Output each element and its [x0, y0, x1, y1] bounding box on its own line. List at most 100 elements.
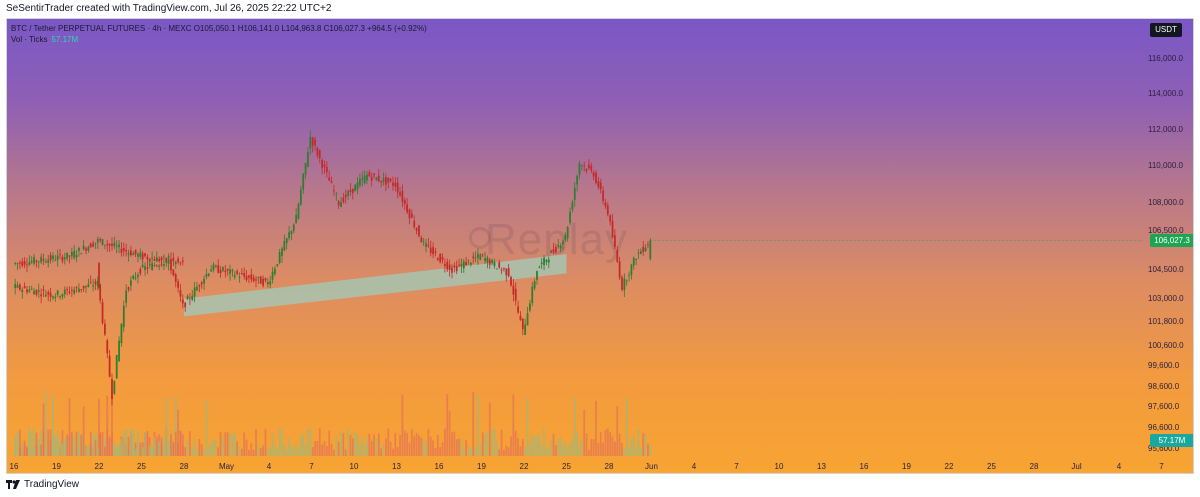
candle-body: [538, 267, 541, 269]
volume-bar: [628, 446, 630, 456]
candle-body: [547, 259, 550, 263]
candle-body: [382, 178, 385, 182]
volume-bar: [120, 438, 123, 456]
candle-body: [387, 177, 390, 183]
candle-body: [73, 251, 76, 258]
candle-body: [250, 274, 253, 280]
volume-bar: [635, 445, 638, 456]
time-axis-tick: 19: [52, 462, 61, 471]
candle-body: [174, 261, 177, 264]
candle-body: [259, 276, 262, 284]
candle-body: [550, 250, 553, 254]
chart-area[interactable]: Replay BTC / Tether PERPETUAL FUTURES · …: [6, 18, 1194, 474]
volume-bar: [614, 441, 616, 456]
volume-bar: [26, 446, 28, 456]
candle-body: [129, 250, 132, 256]
candle-body: [375, 177, 378, 181]
currency-badge[interactable]: USDT: [1150, 23, 1182, 37]
volume-bar: [436, 434, 439, 456]
volume-bar: [602, 442, 604, 456]
volume-bar: [118, 444, 120, 456]
candle-body: [54, 296, 57, 298]
candle-body: [444, 264, 446, 266]
volume-bar: [207, 446, 210, 456]
volume-bar: [503, 449, 505, 456]
volume-bar: [16, 431, 19, 456]
volume-bar: [521, 438, 524, 456]
volume-bar: [179, 430, 182, 456]
volume-bar: [158, 441, 161, 456]
volume-bar: [56, 430, 59, 456]
candle-body: [113, 242, 116, 247]
volume-bar: [198, 439, 201, 456]
candle-body: [210, 269, 213, 272]
volume-bar: [75, 431, 78, 456]
volume-bar: [205, 400, 208, 456]
candle-body: [118, 244, 120, 248]
candle-body: [335, 193, 338, 195]
candle-body: [158, 258, 161, 262]
candle-body: [295, 214, 298, 224]
candle-body: [488, 259, 491, 265]
candle-body: [621, 277, 623, 290]
candle-body: [569, 211, 571, 224]
volume-bar: [444, 428, 446, 456]
volume-bar: [189, 431, 191, 456]
volume-bar: [403, 430, 406, 456]
candle-body: [467, 259, 470, 261]
volume-bar: [210, 442, 213, 456]
price-axis-tick: 100,600.0: [1148, 341, 1184, 351]
volume-bar: [219, 431, 222, 456]
volume-bar: [380, 448, 383, 456]
candle-body: [642, 246, 645, 252]
candle-body: [595, 172, 597, 183]
candle-body: [396, 182, 399, 193]
volume-bar: [500, 429, 503, 456]
volume-bar: [238, 446, 241, 456]
candle-body: [47, 291, 50, 295]
candle-body: [205, 273, 208, 277]
volume-bar: [415, 433, 418, 456]
candle-body: [172, 258, 175, 262]
volume-bar: [576, 432, 579, 456]
candle-body: [606, 205, 609, 215]
candle-body: [21, 261, 24, 266]
candle-body: [354, 184, 357, 192]
volume-bar: [245, 439, 248, 456]
candle-body: [42, 289, 45, 291]
candle-body: [75, 255, 78, 258]
volume-bar: [425, 441, 427, 456]
candle-body: [40, 294, 43, 297]
volume-bar: [418, 435, 420, 456]
volume-bar: [427, 429, 430, 456]
volume-bar: [439, 447, 442, 456]
volume-bar: [514, 430, 517, 456]
candle-body: [92, 243, 94, 247]
volume-bar: [564, 440, 567, 456]
volume-bar: [583, 409, 586, 456]
candle-body: [649, 240, 652, 259]
candle-body: [94, 242, 97, 244]
volume-bar: [111, 433, 113, 456]
candle-body: [401, 191, 404, 202]
candle-body: [217, 265, 220, 273]
volume-bar: [144, 432, 146, 456]
candle-body: [410, 213, 413, 218]
volume-bar: [318, 428, 321, 456]
time-axis[interactable]: 16 19 22 25 28 May 4 7 10 13 16 19 22 25 28 Jun 4 7 10 13 16…: [7, 459, 1193, 473]
volume-bar: [340, 431, 342, 456]
candle-body: [47, 259, 50, 263]
volume-bar: [590, 439, 593, 456]
candle-body: [578, 163, 581, 175]
candle-body: [52, 255, 54, 260]
candle-body: [366, 174, 368, 181]
time-axis-tick: 10: [774, 462, 784, 471]
candle-body: [61, 256, 64, 261]
candle-body: [304, 162, 307, 175]
volume-bar: [14, 447, 17, 456]
candle-body: [19, 284, 21, 290]
price-chart-svg[interactable]: [7, 19, 1194, 474]
candle-body: [111, 243, 113, 246]
candle-body: [240, 273, 243, 275]
volume-bar: [257, 444, 260, 456]
